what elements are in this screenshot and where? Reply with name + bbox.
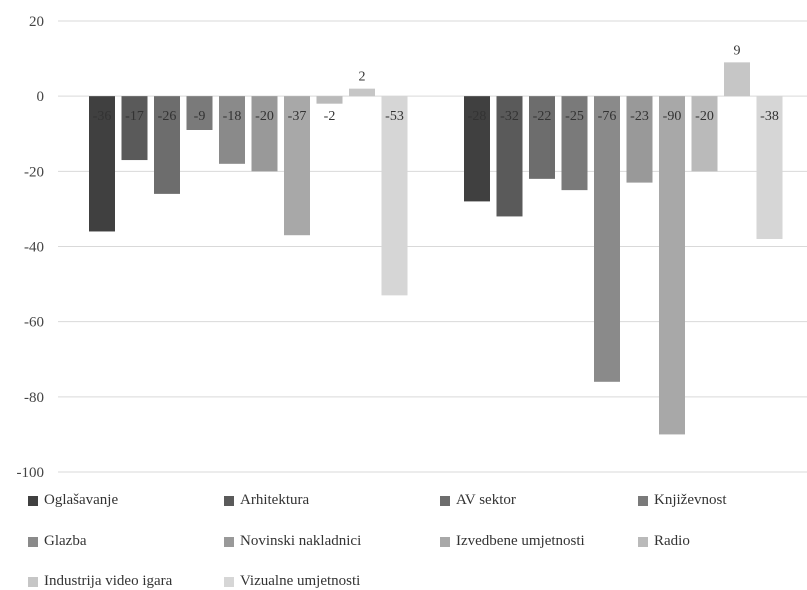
data-label: -18	[223, 109, 242, 124]
bar	[89, 96, 115, 232]
bar	[219, 96, 245, 164]
bar	[626, 96, 653, 183]
legend-swatch	[638, 495, 648, 506]
bar	[121, 96, 148, 161]
data-label: -37	[288, 109, 307, 124]
bar-chart: 200-20-40-60-80-100-36 -17 -26 -9 -18 -20 -37-…	[17, 14, 807, 481]
legend-item: Novinski nakladnici	[224, 533, 361, 550]
data-label: 9	[734, 43, 741, 58]
data-label: -25	[565, 109, 584, 124]
legend-label: Književnost	[654, 492, 727, 508]
legend-label: Novinski nakladnici	[240, 533, 362, 549]
legend-item: Vizualne umjetnosti	[224, 573, 360, 590]
bar	[251, 96, 278, 172]
legend-swatch	[224, 495, 234, 506]
legend-swatch	[28, 576, 38, 587]
legend-label: Radio	[654, 533, 690, 549]
legend-item: Radio	[638, 533, 690, 550]
data-label: 2	[359, 70, 366, 85]
legend-label: AV sektor	[456, 492, 516, 508]
y-tick-label: -100	[17, 465, 45, 481]
legend-label: Glazba	[44, 533, 87, 549]
legend-item: Izvedbene umjetnosti	[440, 533, 585, 550]
legend-swatch	[28, 536, 38, 547]
data-label: -38	[760, 109, 779, 124]
bar	[284, 96, 310, 236]
data-label: -20	[255, 109, 274, 124]
legend-swatch	[440, 536, 450, 547]
bar	[464, 96, 490, 202]
legend-label: Arhitektura	[240, 492, 310, 508]
data-label: -28	[468, 109, 487, 124]
data-label: -53	[385, 109, 404, 124]
y-tick-label: -80	[24, 390, 44, 406]
legend-swatch	[440, 495, 450, 506]
bar	[561, 96, 588, 191]
bar	[496, 96, 523, 217]
bar	[691, 96, 718, 172]
bar	[724, 62, 750, 97]
y-tick-label: 0	[37, 89, 45, 105]
legend-item: Glazba	[28, 533, 86, 550]
legend-label: Industrija video igara	[44, 573, 173, 589]
data-label: -76	[598, 109, 617, 124]
bar	[316, 96, 343, 104]
data-label: -36	[93, 109, 112, 124]
legend-item: Industrija video igara	[28, 573, 172, 590]
bar	[154, 96, 180, 194]
bar	[756, 96, 783, 239]
legend-swatch	[224, 536, 234, 547]
data-label: -20	[695, 109, 714, 124]
legend-item: AV sektor	[440, 492, 516, 509]
legend-item: Arhitektura	[224, 492, 309, 509]
legend-label: Oglašavanje	[44, 492, 119, 508]
data-label: -26	[158, 109, 177, 124]
bar	[381, 96, 408, 296]
y-tick-label: -60	[24, 315, 44, 331]
data-label: -22	[533, 109, 552, 124]
y-tick-label: -40	[24, 240, 44, 256]
legend-swatch	[28, 495, 38, 506]
data-label: -9	[194, 109, 206, 124]
data-label: -32	[500, 109, 519, 124]
y-tick-label: -20	[24, 164, 44, 180]
bar	[594, 96, 620, 382]
bar	[186, 96, 213, 130]
legend-swatch	[224, 576, 234, 587]
y-tick-label: 20	[29, 14, 44, 30]
legend-label: Vizualne umjetnosti	[240, 573, 361, 589]
legend-swatch	[638, 536, 648, 547]
bar	[349, 88, 375, 97]
data-label: -17	[125, 109, 144, 124]
bar	[659, 96, 685, 435]
data-label: -23	[630, 109, 649, 124]
chart-legend: Oglašavanje Arhitektura AV sektor Književno…	[0, 482, 807, 590]
legend-label: Izvedbene umjetnosti	[456, 533, 585, 549]
data-label: -90	[663, 109, 682, 124]
data-label: -2	[324, 109, 336, 124]
legend-item: Oglašavanje	[28, 492, 118, 509]
bar	[529, 96, 555, 179]
legend-item: Književnost	[638, 492, 727, 509]
